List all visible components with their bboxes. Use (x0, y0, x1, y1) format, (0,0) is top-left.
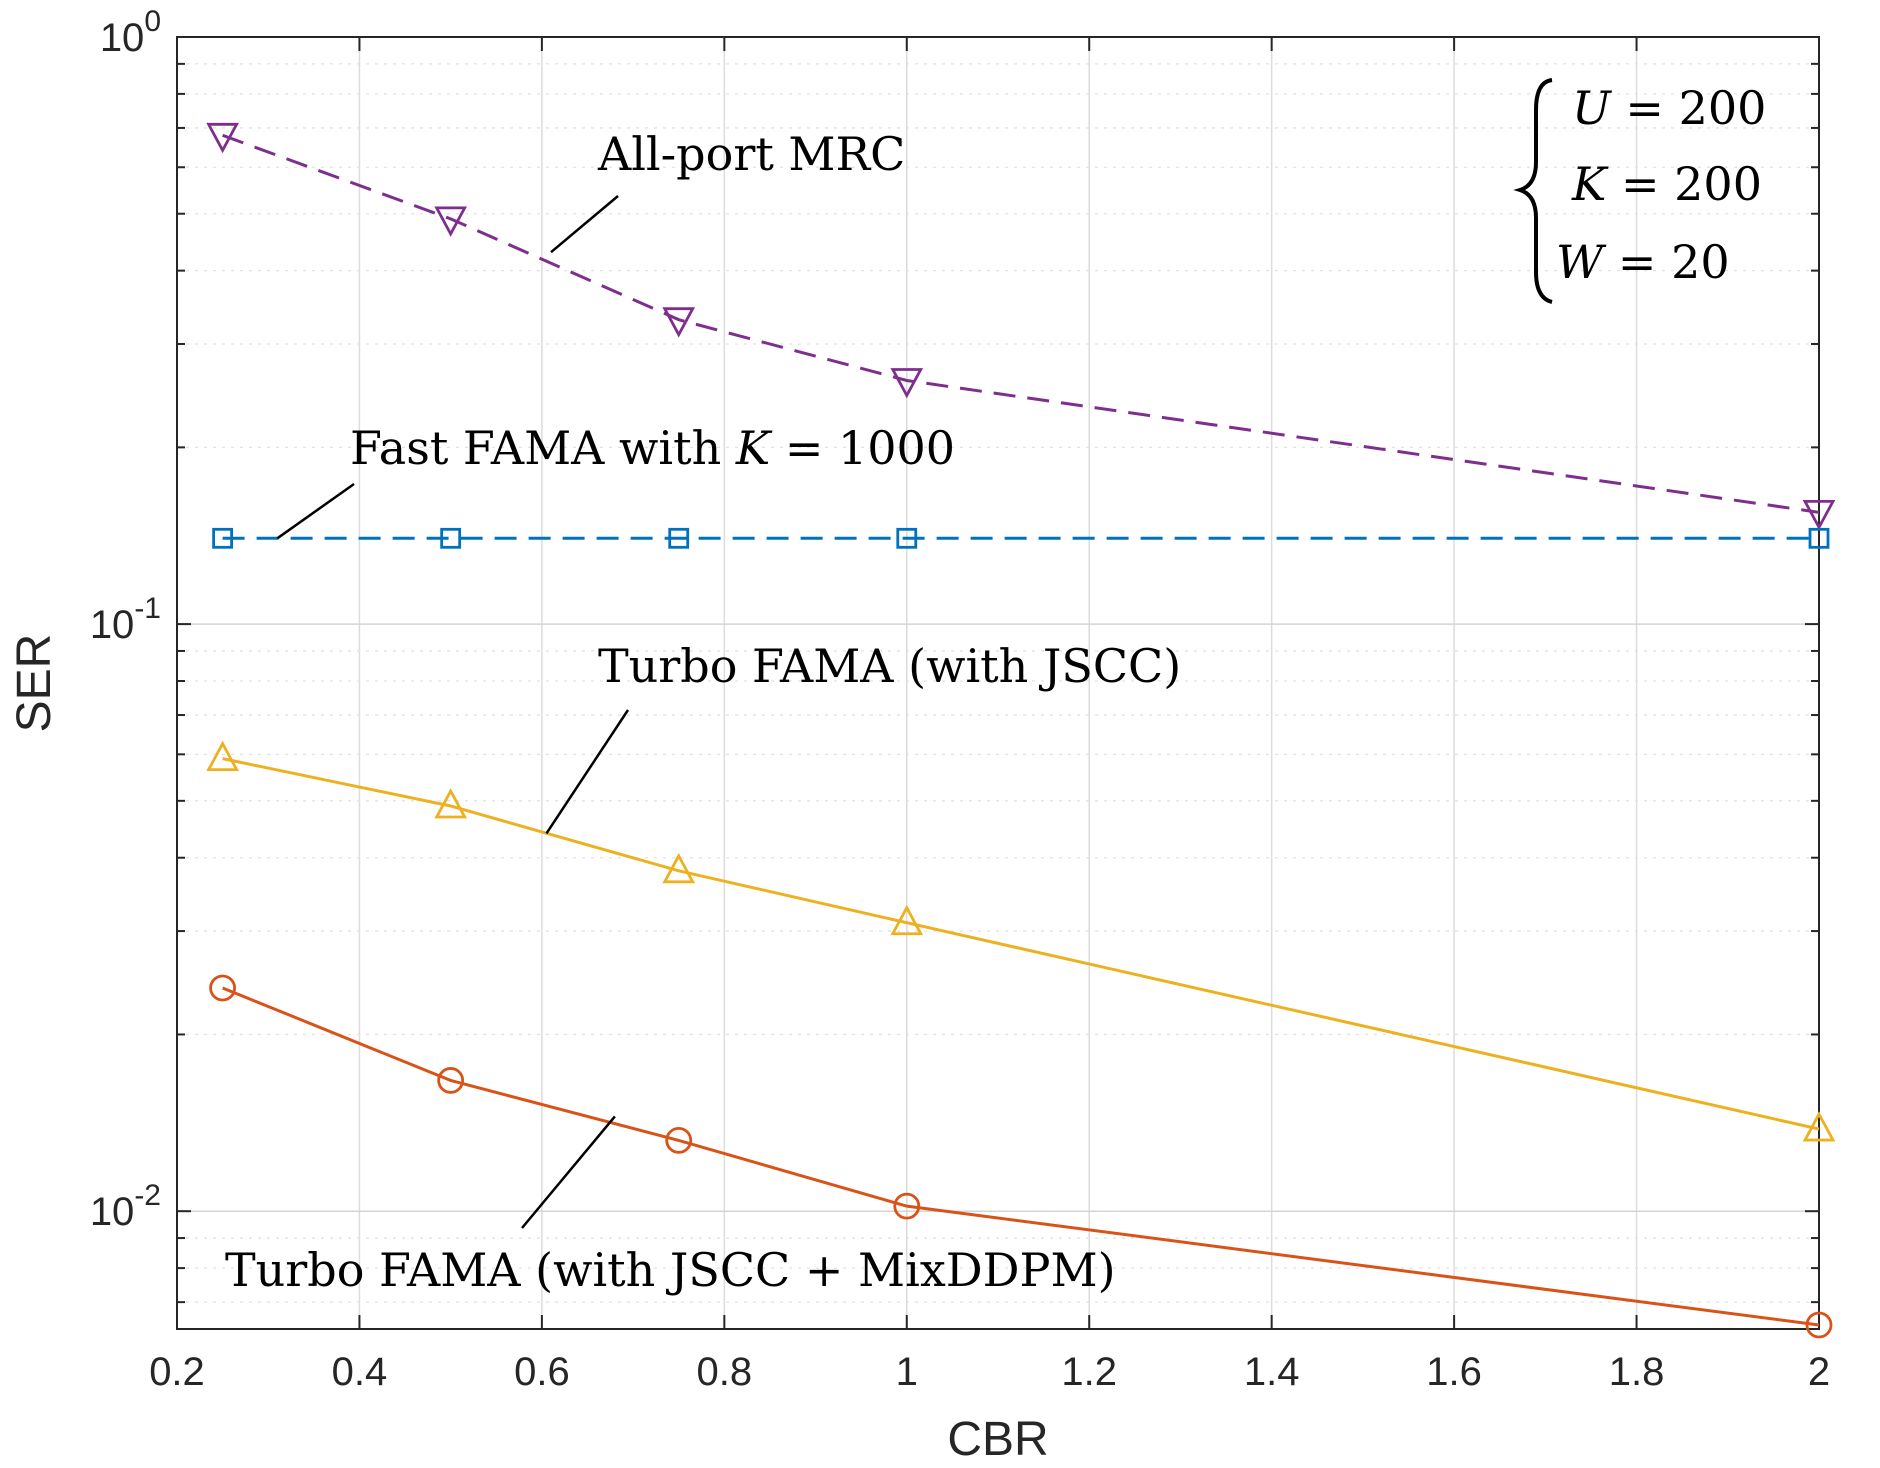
x-tick-label: 1.8 (1609, 1350, 1665, 1394)
parameter-value: = 200 (1611, 81, 1767, 135)
y-tick-base: 10 (90, 1190, 135, 1234)
series (206, 122, 1836, 1339)
y-tick-exponent: 0 (144, 5, 161, 38)
annotation-pointer (545, 709, 630, 835)
parameter-w: W = 20 (1556, 235, 1730, 289)
series-line (222, 986, 1820, 1327)
parameter-symbol: U (1572, 81, 1613, 135)
annotations: All-port MRC Fast FAMA with K = 1000 Turbo… (225, 127, 1181, 1297)
data-point-triangle-down (662, 307, 696, 338)
data-point-square (440, 527, 462, 549)
annotation-text: Turbo FAMA (with JSCC) (598, 639, 1181, 693)
annotation-pointer (521, 1115, 616, 1229)
data-point-circle (1805, 1311, 1833, 1339)
annotation-mrc: All-port MRC (550, 127, 905, 254)
data-point-triangle-down (434, 206, 468, 237)
series-line (222, 757, 1820, 1131)
annotation-pointer (550, 195, 619, 254)
annotation-fast: Fast FAMA with K = 1000 (276, 421, 955, 540)
data-point-triangle-up (206, 740, 239, 772)
x-tick-label: 1.2 (1061, 1350, 1117, 1394)
data-point-circle (665, 1127, 693, 1154)
x-axis-title: CBR (947, 1413, 1048, 1466)
x-tick-label: 0.2 (149, 1350, 205, 1394)
parameter-value: = 200 (1606, 157, 1762, 211)
x-tick-label: 1.6 (1426, 1350, 1482, 1394)
x-tick-labels: 0.2 0.4 0.6 0.8 1 1.2 1.4 1.6 1.8 2 (149, 1350, 1830, 1394)
annotation-text: Fast FAMA with (350, 421, 736, 475)
data-point-triangle-up (1802, 1111, 1836, 1142)
annotation-pointer (276, 482, 355, 540)
data-point-circle (209, 974, 237, 1002)
data-point-triangle-up (890, 904, 924, 936)
series-2 (206, 740, 1836, 1142)
parameter-u: U = 200 (1572, 81, 1766, 135)
data-point-triangle-down (890, 368, 924, 399)
parameter-k: K = 200 (1571, 157, 1762, 211)
y-tick-base: 10 (100, 16, 145, 60)
y-tick-exponent: -2 (134, 1179, 161, 1212)
data-point-square (1808, 527, 1830, 549)
data-point-circle (893, 1192, 921, 1220)
parameter-symbol: K (1571, 157, 1609, 211)
y-axis-title: SER (8, 634, 61, 733)
annotation-label: Turbo FAMA (with JSCC + MixDDPM) (225, 1243, 1116, 1297)
x-tick-label: 1.4 (1244, 1350, 1300, 1394)
x-tick-label: 0.6 (514, 1350, 570, 1394)
plot-area-border (176, 36, 1820, 1330)
annotation-label: All-port MRC (597, 127, 905, 181)
annotation-text: = 1000 (770, 421, 955, 475)
x-tick-label: 2 (1808, 1350, 1830, 1394)
annotation-text: Turbo FAMA (with JSCC + MixDDPM) (225, 1243, 1116, 1297)
annotation-turbo_jscc: Turbo FAMA (with JSCC) (545, 639, 1181, 835)
x-tick-label: 0.4 (332, 1350, 388, 1394)
tick-marks (176, 36, 1820, 1329)
data-point-square (212, 527, 234, 549)
annotation-turbo_mix: Turbo FAMA (with JSCC + MixDDPM) (225, 1115, 1116, 1297)
grid (176, 36, 1820, 1329)
x-tick-label: 1 (896, 1350, 918, 1394)
x-tick-label: 0.8 (697, 1350, 753, 1394)
parameter-value: = 20 (1603, 235, 1729, 289)
data-point-circle (437, 1067, 465, 1094)
annotation-label: Turbo FAMA (with JSCC) (598, 639, 1181, 693)
y-tick-base: 10 (90, 603, 135, 647)
curly-brace (1513, 78, 1553, 304)
y-tick-exponent: -1 (134, 592, 161, 625)
series-0 (206, 122, 1836, 531)
data-point-square (896, 527, 918, 549)
data-point-triangle-up (434, 788, 468, 819)
annotation-label: Fast FAMA with K = 1000 (350, 421, 955, 475)
parameter-symbol: W (1556, 235, 1607, 289)
y-tick-label: 10-1 (90, 592, 161, 647)
y-tick-label: 100 (100, 5, 161, 60)
series-1 (212, 527, 1830, 549)
annotation-text: K (735, 421, 773, 475)
y-tick-label: 10-2 (90, 1179, 161, 1234)
annotation-text: All-port MRC (597, 127, 905, 181)
data-point-triangle-down (206, 122, 239, 154)
series-3 (209, 974, 1833, 1339)
data-point-triangle-up (662, 852, 696, 884)
axes (176, 36, 1820, 1330)
data-point-square (668, 527, 690, 549)
data-point-triangle-down (1802, 499, 1836, 531)
series-line (222, 133, 1820, 514)
